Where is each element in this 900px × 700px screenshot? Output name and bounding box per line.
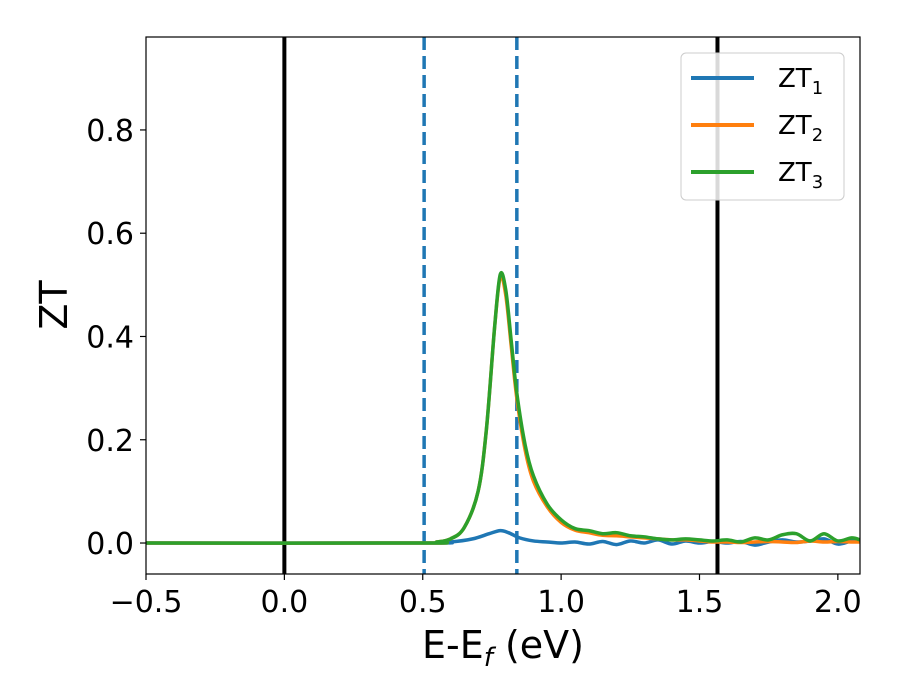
x-tick-label: 1.5 xyxy=(676,585,724,620)
legend-label: ZT1 xyxy=(778,64,823,99)
legend-label: ZT3 xyxy=(778,158,823,193)
y-axis-ticks: 0.0 0.2 0.4 0.6 0.8 xyxy=(86,114,146,562)
y-axis-label: ZT xyxy=(32,280,76,330)
legend: ZT1 ZT2 ZT3 xyxy=(680,52,845,201)
y-tick-label: 0.2 xyxy=(86,424,134,459)
legend-label: ZT2 xyxy=(778,111,823,146)
legend-box xyxy=(680,52,845,201)
series-line-zt3 xyxy=(146,271,860,545)
x-axis-ticks: −0.5 0.0 0.5 1.0 1.5 2.0 xyxy=(110,574,862,620)
plot-frame xyxy=(145,36,861,575)
y-tick-label: 0.0 xyxy=(86,527,134,562)
x-tick-label: −0.5 xyxy=(110,585,183,620)
x-tick-label: 0.0 xyxy=(261,585,309,620)
x-tick-label: 2.0 xyxy=(814,585,862,620)
y-tick-label: 0.8 xyxy=(86,114,134,149)
x-axis-label: E-Ef (eV) xyxy=(422,623,584,673)
x-tick-label: 1.0 xyxy=(537,585,585,620)
series-lines xyxy=(146,271,860,547)
y-tick-label: 0.4 xyxy=(86,320,134,355)
x-tick-label: 0.5 xyxy=(399,585,447,620)
y-tick-label: 0.6 xyxy=(86,217,134,252)
